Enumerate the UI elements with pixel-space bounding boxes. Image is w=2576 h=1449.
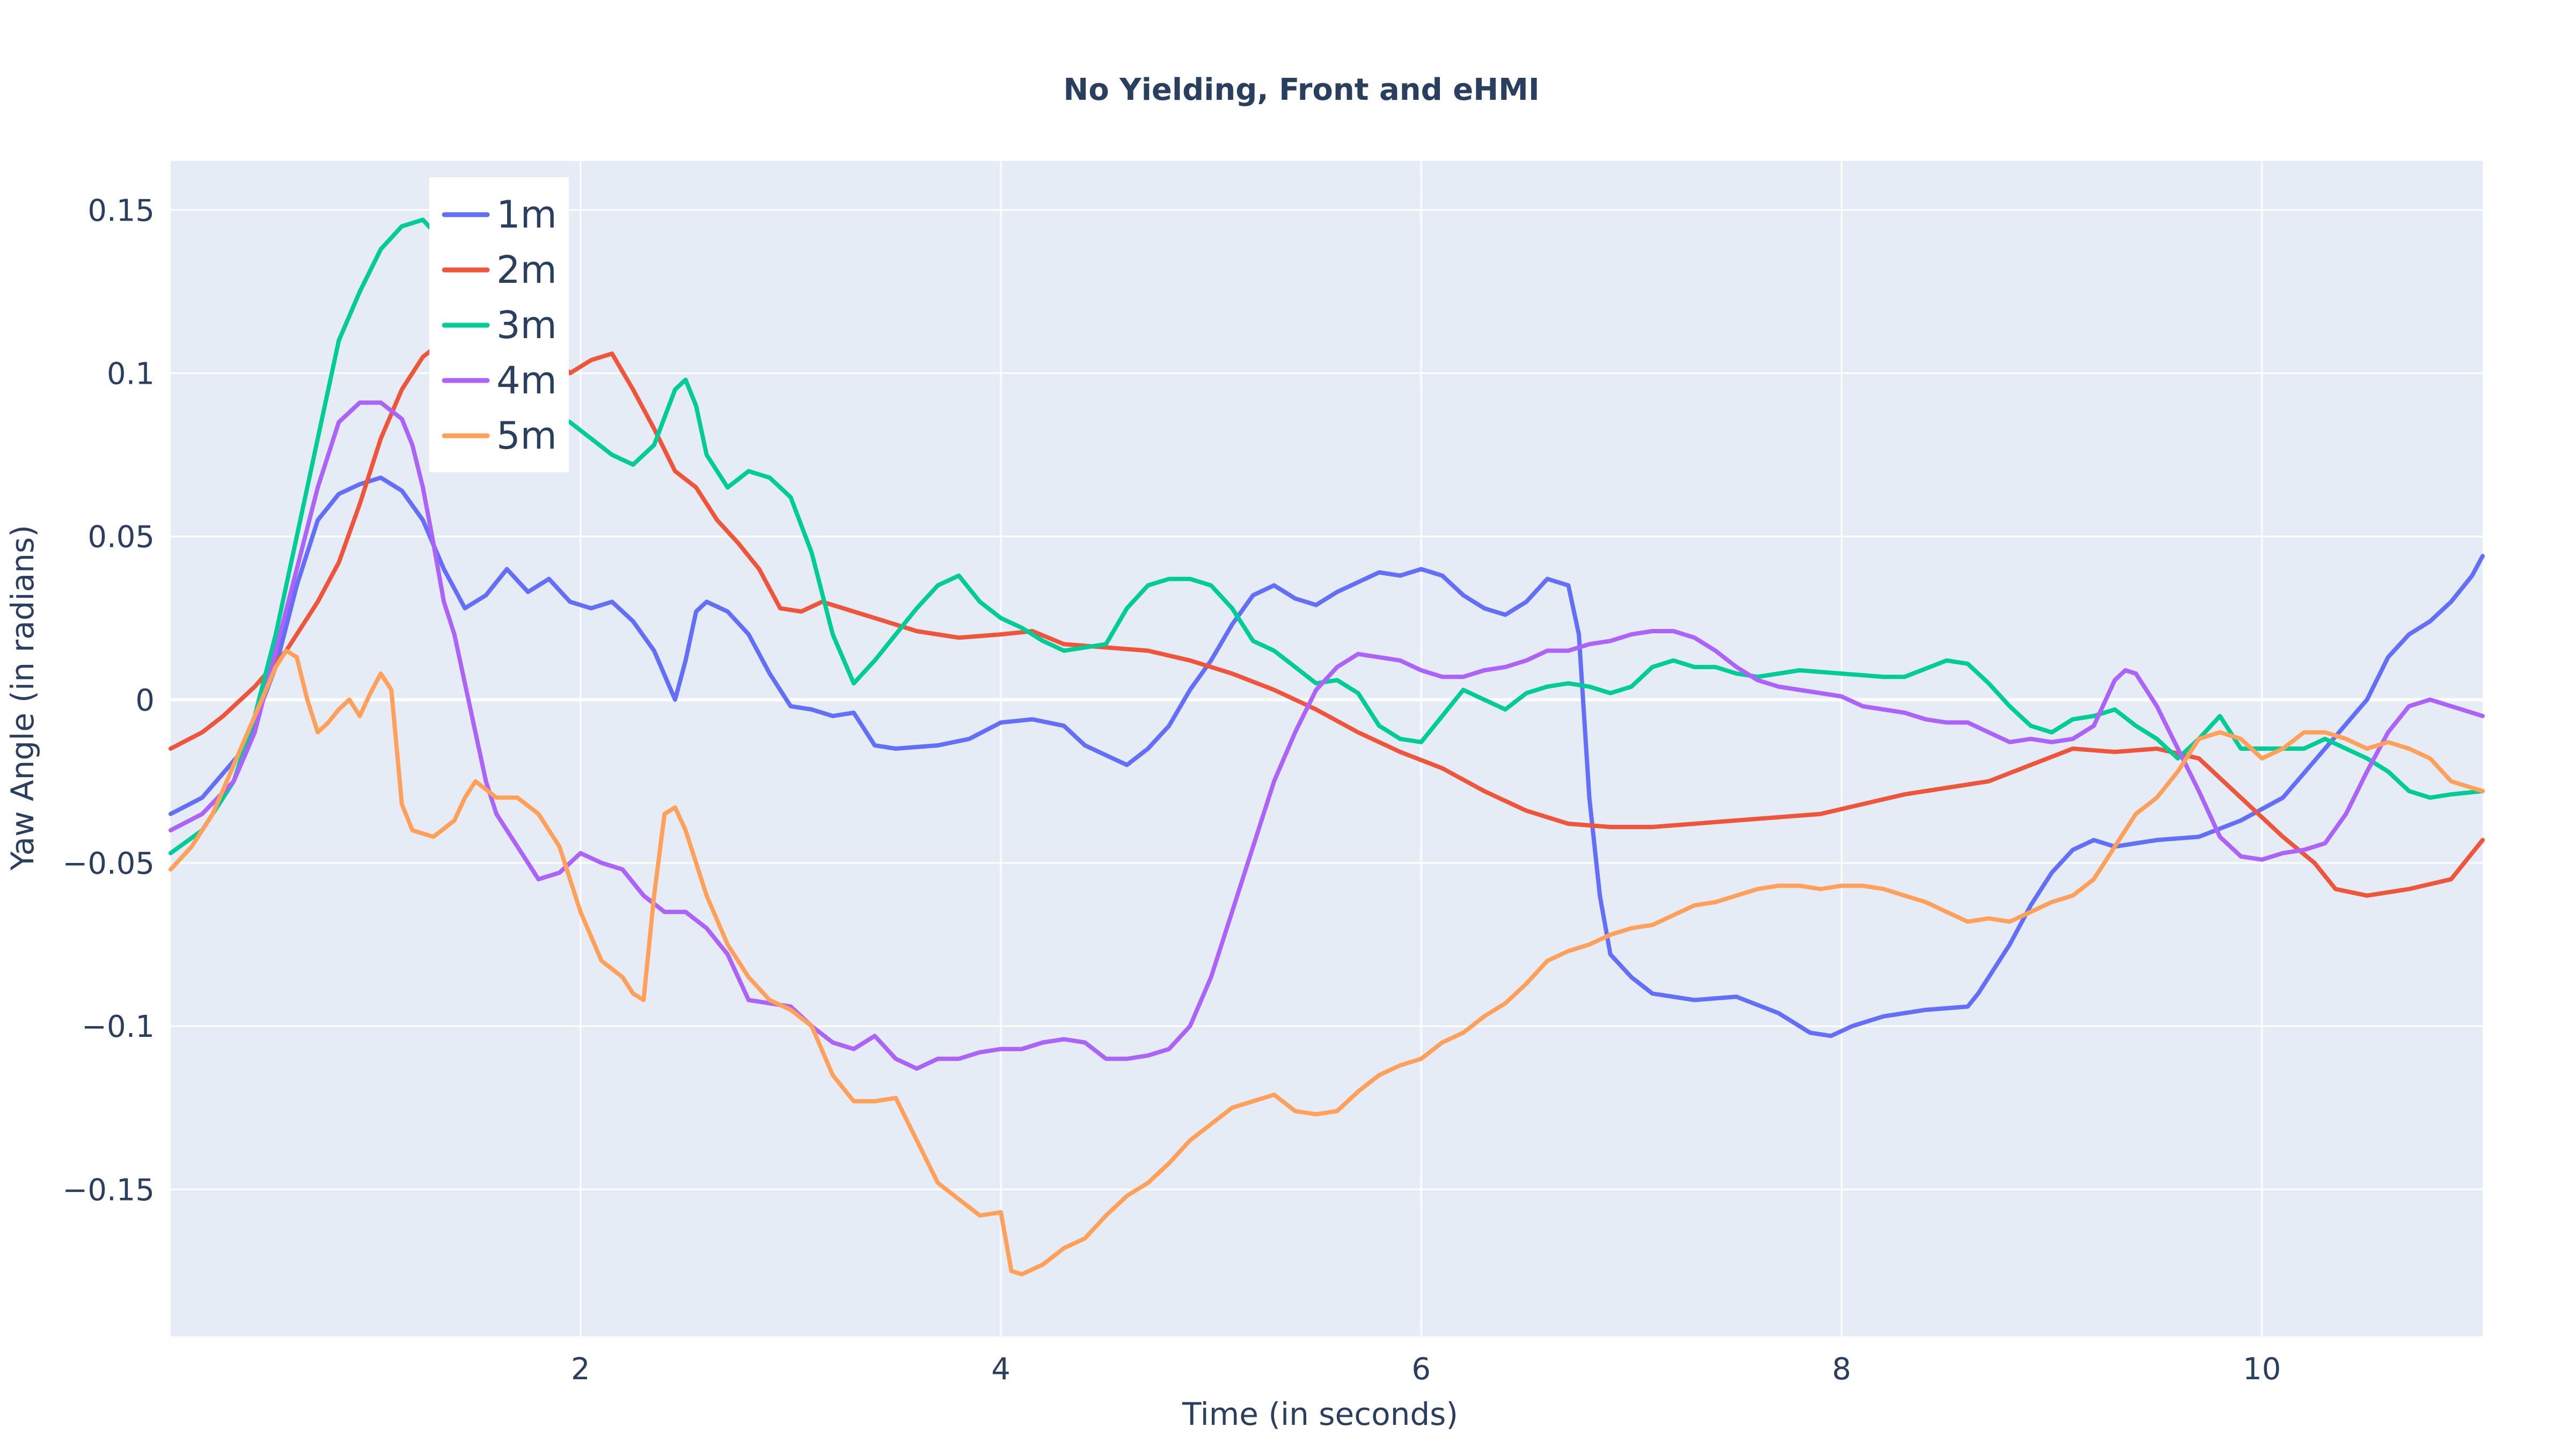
series-line-1m (169, 475, 2485, 1038)
legend-item-5m[interactable]: 5m (442, 414, 557, 458)
y-axis-title: Yaw Angle (in radians) (4, 525, 41, 871)
legend-label: 2m (496, 248, 557, 292)
legend-label: 3m (496, 303, 557, 347)
x-tick-label: 6 (1411, 1352, 1431, 1387)
legend-item-2m[interactable]: 2m (442, 248, 557, 292)
x-axis-title: Time (in seconds) (1182, 1396, 1458, 1432)
legend-label: 4m (496, 358, 557, 402)
series-line-5m (169, 648, 2485, 1277)
y-tick-label: 0.15 (87, 193, 155, 228)
legend-item-4m[interactable]: 4m (442, 358, 557, 402)
x-tick-label: 4 (991, 1352, 1011, 1387)
y-axis-ticks: −0.15 −0.1 −0.05 0 0.05 0.1 0.15 (62, 193, 155, 1208)
x-tick-label: 2 (571, 1352, 590, 1387)
chart-title: No Yielding, Front and eHMI (1063, 72, 1539, 107)
legend-item-1m[interactable]: 1m (442, 193, 557, 237)
x-axis-ticks: 2 4 6 8 10 (571, 1352, 2281, 1387)
y-tick-label: 0.05 (87, 520, 155, 555)
x-tick-label: 8 (1832, 1352, 1851, 1387)
y-tick-label: 0.1 (107, 356, 155, 391)
y-tick-label: −0.15 (62, 1173, 155, 1208)
legend-label: 1m (496, 193, 557, 237)
legend-label: 5m (496, 414, 557, 458)
y-tick-label: 0 (135, 683, 155, 718)
y-tick-label: −0.05 (62, 846, 155, 881)
series-line-4m (169, 400, 2485, 1071)
x-tick-label: 10 (2243, 1352, 2281, 1387)
legend-item-3m[interactable]: 3m (442, 303, 557, 347)
y-tick-label: −0.1 (82, 1009, 155, 1044)
grid-lines (171, 161, 2483, 1336)
legend[interactable]: 1m 2m 3m 4m 5m (429, 177, 569, 472)
